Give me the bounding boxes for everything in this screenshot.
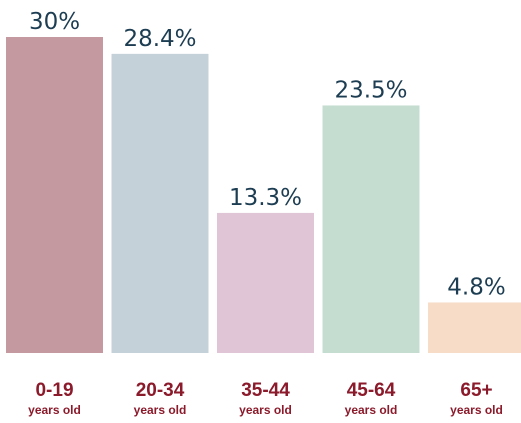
- category-sublabel: years old: [134, 403, 187, 417]
- bar: [6, 37, 103, 353]
- bar: [428, 302, 521, 353]
- value-label: 13.3%: [229, 185, 302, 211]
- category-sublabel: years old: [239, 403, 292, 417]
- category-sublabel: years old: [28, 403, 81, 417]
- category-sublabel: years old: [345, 403, 398, 417]
- category-sublabel: years old: [450, 403, 503, 417]
- bar: [217, 213, 314, 353]
- bar: [323, 105, 420, 353]
- value-label: 28.4%: [123, 26, 196, 52]
- category-label: 65+: [460, 380, 492, 401]
- category-label: 0-19: [35, 380, 73, 401]
- value-label: 23.5%: [334, 77, 407, 103]
- value-label: 4.8%: [447, 274, 505, 300]
- chart: 30% 0-19 years old 28.4% 20-34 years old 13.3%…: [0, 0, 521, 423]
- category-label: 20-34: [136, 380, 185, 401]
- category-label: 35-44: [241, 380, 290, 401]
- category-label: 45-64: [347, 380, 396, 401]
- value-label: 30%: [29, 9, 80, 35]
- bar: [112, 54, 209, 353]
